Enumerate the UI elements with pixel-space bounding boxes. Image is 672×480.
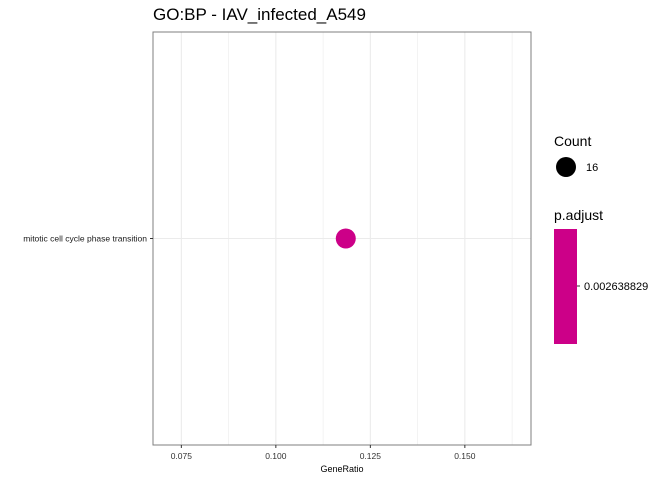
x-axis: 0.075 0.100 0.125 0.150 bbox=[171, 445, 476, 461]
legend-padjust-title: p.adjust bbox=[554, 207, 603, 223]
legend-padjust-value: 0.002638829 bbox=[584, 281, 648, 293]
x-tick-label: 0.100 bbox=[265, 451, 287, 461]
legend: Count 16 p.adjust 0.002638829 bbox=[554, 133, 648, 344]
data-points bbox=[335, 228, 356, 249]
x-tick-label: 0.075 bbox=[171, 451, 193, 461]
legend-count-value: 16 bbox=[586, 162, 598, 174]
legend-colorbar bbox=[554, 229, 577, 344]
x-axis-label: GeneRatio bbox=[320, 464, 363, 474]
legend-count-title: Count bbox=[554, 133, 591, 149]
x-tick-label: 0.150 bbox=[454, 451, 476, 461]
x-tick-label: 0.125 bbox=[360, 451, 382, 461]
legend-size-dot bbox=[556, 157, 576, 177]
data-point bbox=[335, 228, 356, 249]
y-axis: mitotic cell cycle phase transition bbox=[23, 234, 153, 244]
y-tick-label: mitotic cell cycle phase transition bbox=[23, 234, 147, 244]
chart-title: GO:BP - IAV_infected_A549 bbox=[153, 5, 366, 24]
